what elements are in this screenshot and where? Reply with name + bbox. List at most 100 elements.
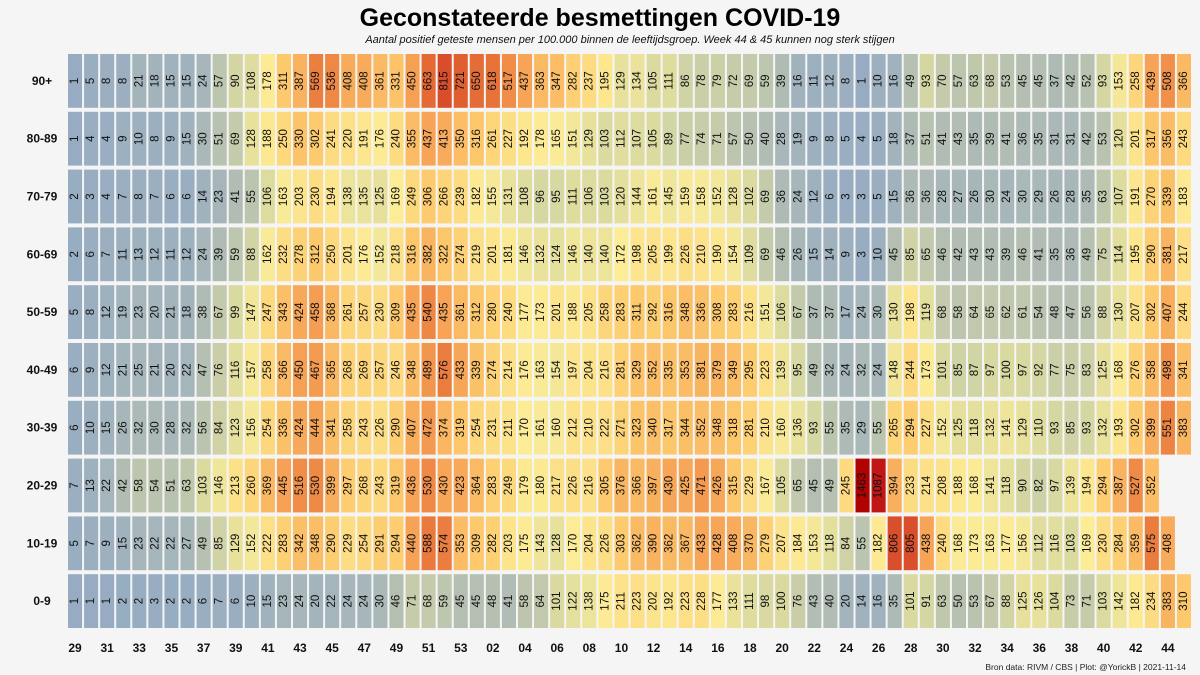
cell-value-label: 234 (1146, 591, 1158, 611)
cell-value-label: 20 (840, 595, 852, 608)
cell-value-label: 203 (503, 534, 515, 553)
heatmap-cell (276, 111, 291, 166)
cell-value-label: 178 (262, 71, 274, 90)
cell-value-label: 220 (342, 129, 354, 148)
cell-value-label: 42 (1065, 75, 1077, 88)
heatmap-cell (180, 54, 195, 108)
cell-value-label: 56 (198, 421, 210, 434)
cell-value-label: 168 (969, 476, 981, 495)
cell-value-label: 342 (294, 534, 306, 553)
cell-value-label: 152 (712, 187, 724, 206)
heatmap-cell (598, 343, 613, 397)
heatmap-cell (453, 285, 468, 339)
heatmap-cell (614, 458, 629, 513)
cell-value-label: 63 (937, 595, 949, 608)
heatmap-cell (968, 400, 983, 455)
cell-value-label: 101 (551, 592, 563, 611)
heatmap-cell (582, 227, 597, 282)
heatmap-cell (759, 111, 774, 166)
heatmap-cell (614, 54, 629, 108)
heatmap-cell (1176, 169, 1191, 224)
heatmap-cell (325, 574, 340, 628)
heatmap-cell (710, 400, 725, 455)
heatmap-cell (196, 54, 211, 108)
heatmap-cell (919, 54, 934, 108)
heatmap-cell (1048, 54, 1063, 108)
heatmap-cell (662, 574, 677, 628)
heatmap-cell (984, 400, 999, 455)
heatmap-cell (148, 111, 163, 166)
x-tick-label: 10 (615, 641, 629, 655)
cell-value-label: 5 (840, 135, 852, 141)
heatmap-cell (309, 169, 324, 224)
chart-title: Geconstateerde besmettingen COVID-19 (359, 4, 841, 32)
heatmap-cell (775, 458, 790, 513)
heatmap-cell (485, 458, 500, 513)
heatmap-cell (534, 516, 549, 571)
cell-value-label: 24 (1001, 190, 1013, 203)
cell-value-label: 125 (1017, 592, 1029, 611)
heatmap-cell (1176, 111, 1191, 166)
cell-value-label: 35 (1033, 132, 1045, 145)
heatmap-cell (341, 343, 356, 397)
heatmap-cell (662, 169, 677, 224)
heatmap-cell (84, 400, 99, 455)
cell-value-label: 311 (278, 72, 290, 90)
heatmap-cell (919, 169, 934, 224)
heatmap-cell (276, 169, 291, 224)
heatmap-cell (775, 574, 790, 628)
cell-value-label: 30 (1017, 190, 1029, 203)
heatmap-cell (1128, 111, 1143, 166)
heatmap-cell (935, 343, 950, 397)
heatmap-cell (1032, 458, 1047, 513)
cell-value-label: 222 (599, 418, 611, 437)
heatmap-cell (678, 516, 693, 571)
heatmap-cell (1064, 227, 1079, 282)
cell-value-label: 3 (85, 193, 97, 199)
cell-value-label: 219 (471, 245, 483, 264)
heatmap-cell (759, 285, 774, 339)
cell-value-label: 120 (1114, 129, 1126, 148)
heatmap-cell (759, 516, 774, 571)
cell-value-label: 574 (439, 533, 451, 553)
cell-value-label: 22 (101, 479, 113, 492)
heatmap-cell (1176, 574, 1191, 628)
row-label: 50-59 (27, 305, 58, 319)
heatmap-cell (501, 169, 516, 224)
heatmap-cell (550, 458, 565, 513)
heatmap-cell (293, 458, 308, 513)
heatmap-cell (309, 54, 324, 108)
heatmap-cell (968, 227, 983, 282)
cell-value-label: 197 (567, 360, 579, 379)
cell-value-label: 8 (824, 135, 836, 141)
cell-value-label: 18 (889, 132, 901, 145)
heatmap-cell (710, 54, 725, 108)
heatmap-cell (309, 574, 324, 628)
heatmap-cell (1080, 169, 1095, 224)
heatmap-cell (614, 343, 629, 397)
heatmap-cell (453, 111, 468, 166)
cell-value-label: 37 (808, 306, 820, 319)
cell-value-label: 39 (776, 75, 788, 88)
heatmap-cell (196, 169, 211, 224)
cell-value-label: 49 (198, 537, 210, 550)
heatmap-cell (1064, 54, 1079, 108)
heatmap-cell (968, 343, 983, 397)
heatmap-cell (1048, 516, 1063, 571)
heatmap-cell (935, 227, 950, 282)
heatmap-cell (678, 400, 693, 455)
heatmap-cell (325, 516, 340, 571)
heatmap-cell (180, 574, 195, 628)
heatmap-cell (1160, 574, 1175, 628)
heatmap-cell (325, 458, 340, 513)
heatmap-cell (260, 400, 275, 455)
cell-value-label: 76 (792, 595, 804, 608)
cell-value-label: 138 (583, 592, 595, 611)
heatmap-cell (357, 285, 372, 339)
cell-value-label: 132 (985, 418, 997, 437)
cell-value-label: 63 (969, 75, 981, 88)
heatmap-cell (582, 54, 597, 108)
cell-value-label: 226 (599, 534, 611, 553)
cell-value-label: 105 (648, 129, 660, 148)
cell-value-label: 383 (1162, 592, 1174, 611)
